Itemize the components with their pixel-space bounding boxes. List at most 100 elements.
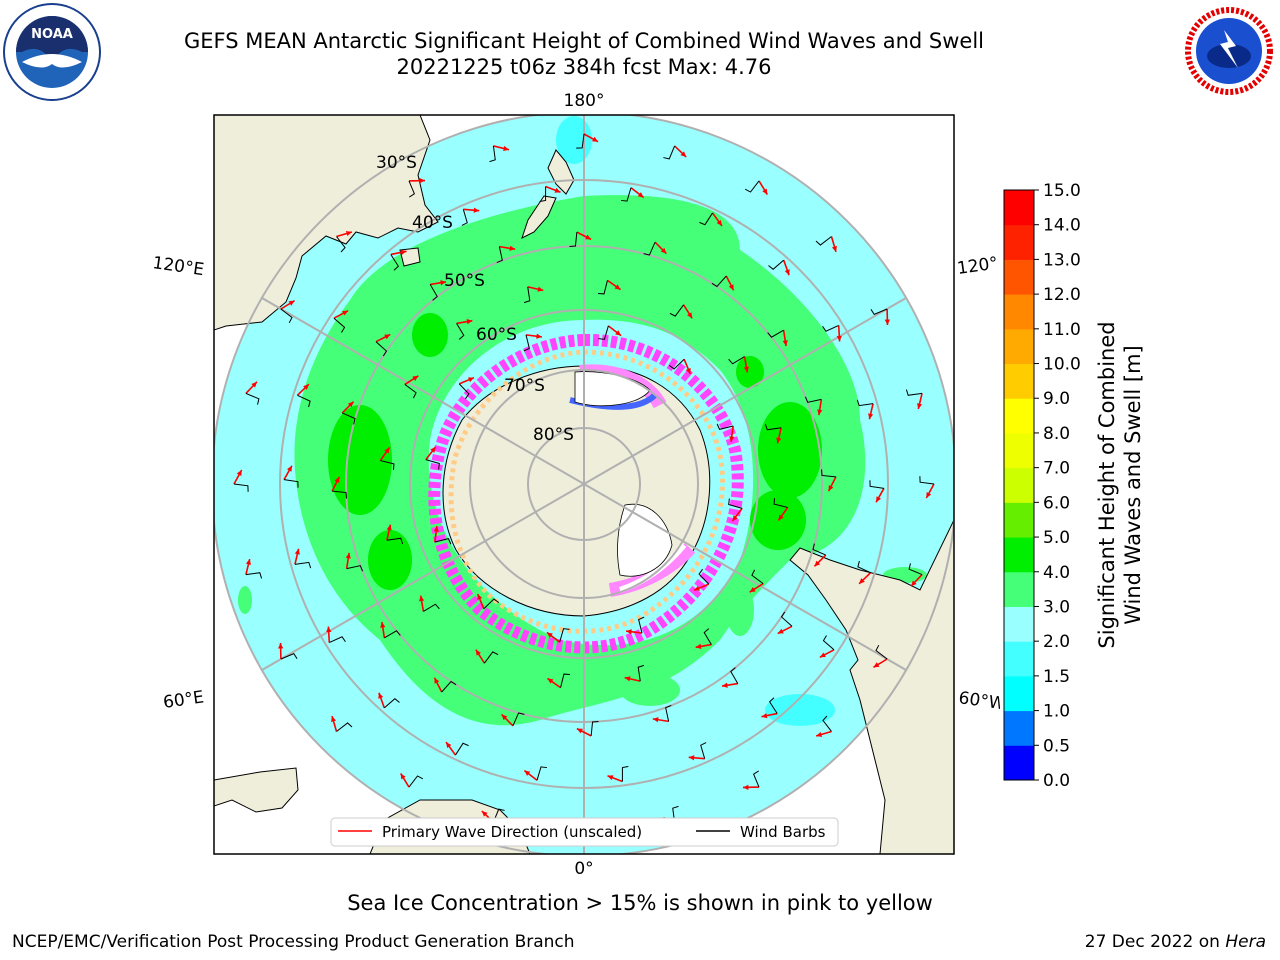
wave-arrow-head (828, 485, 834, 492)
wind-barb (768, 697, 778, 714)
lat-label-80s: 80°S (533, 425, 574, 445)
colorbar-tick-label: 8.0 (1043, 424, 1070, 444)
wind-barb (751, 569, 764, 584)
wave-arrow-head (749, 587, 756, 593)
wave-arrow-head (412, 375, 419, 381)
colorbar-segment (1004, 259, 1034, 295)
colorbar-tick-label: 1.0 (1043, 702, 1070, 722)
wave-arrow-head (626, 629, 632, 635)
wind-barb (711, 275, 727, 288)
wave-arrow-head (501, 714, 508, 721)
wave-arrow-head (859, 578, 865, 584)
wind-barb (336, 236, 346, 253)
wind-barb (773, 498, 788, 508)
wave-arrow-head (536, 333, 542, 339)
wave-arrow-head (777, 628, 784, 634)
footer-host: Hera (1225, 932, 1266, 952)
colorbar-segment (1004, 363, 1034, 399)
wave-arrow-head (434, 677, 440, 684)
title-line-2: 20221225 t06z 384h fcst Max: 4.76 (396, 55, 772, 79)
wave-height-band (238, 116, 927, 726)
wind-barb (383, 698, 400, 709)
lat-label-40s: 40°S (412, 213, 453, 233)
lat-label-30s: 30°S (376, 153, 417, 173)
wave-arrow-head (873, 662, 880, 668)
wave-arrow-head (782, 340, 788, 346)
new-zealand-land (521, 149, 575, 239)
wind-barb (822, 635, 835, 651)
south-america-land (789, 519, 954, 854)
wave-arrow-head (547, 678, 554, 684)
colorbar-tick-label: 15.0 (1043, 181, 1081, 201)
wave-arrow-head (236, 469, 242, 476)
wave-arrow-head (288, 300, 295, 306)
wind-barb (380, 460, 395, 470)
colorbar-segment (1004, 606, 1034, 642)
noaa-logo-text: NOAA (31, 27, 73, 42)
sea-ice-caption: Sea Ice Concentration > 15% is shown in … (347, 891, 933, 915)
colorbar-tick-label: 9.0 (1043, 389, 1070, 409)
wind-barb (280, 652, 298, 660)
wind-barb (245, 572, 263, 579)
wave-arrow-head (503, 145, 509, 151)
wave-arrow-head (524, 770, 531, 776)
lat-label-70s: 70°S (504, 376, 545, 396)
nws-logo (1180, 2, 1278, 100)
wave-arrow-head (816, 731, 823, 737)
lon-label-0: 0° (574, 859, 593, 879)
wave-arrow-head (345, 552, 351, 559)
wind-barb (919, 476, 935, 485)
wave-arrow-head (419, 178, 425, 184)
wind-barb (869, 480, 885, 489)
wave-arrow-head (546, 632, 553, 638)
wave-arrow-head (446, 742, 452, 749)
colorbar-label-line-2: Wind Waves and Swell [m] (1121, 345, 1145, 625)
colorbar-segment (1004, 745, 1034, 781)
footer-date: 27 Dec 2022 on (1084, 932, 1220, 952)
wave-legend-label: Primary Wave Direction (unscaled) (382, 823, 642, 841)
footer-right: 27 Dec 2022 on Hera (1085, 932, 1266, 952)
colorbar-tick-label: 13.0 (1043, 250, 1081, 270)
wind-barb (484, 651, 499, 664)
wave-arrow-head (380, 622, 386, 628)
wind-barb (384, 630, 401, 639)
wind-barb (336, 722, 353, 732)
wind-barb (375, 341, 388, 357)
wave-arrow-head (326, 626, 332, 633)
wave-arrow-head (475, 649, 481, 656)
wind-barb (598, 280, 608, 295)
wave-arrow-head (607, 775, 614, 781)
wave-arrow-head (680, 151, 687, 157)
wind-barb (539, 186, 547, 202)
wind-barb (905, 389, 923, 396)
lon-label-60e: 60°E (162, 687, 205, 712)
wave-arrow-head (624, 676, 631, 682)
wave-arrow-head (687, 312, 693, 319)
wave-arrow-head (384, 447, 390, 454)
wind-barb (569, 232, 578, 247)
wind-barb (496, 246, 503, 264)
wave-arrow-head (911, 580, 917, 587)
colorbar-segment (1004, 328, 1034, 365)
wind-barb (404, 384, 417, 399)
wave-arrow-head (419, 595, 425, 602)
wind-barb (523, 334, 530, 352)
title-line-1: GEFS MEAN Antarctic Significant Height o… (183, 29, 985, 53)
wind-barb (730, 667, 739, 684)
wave-arrow-head (695, 643, 702, 649)
wind-barb (703, 628, 712, 645)
colorbar-segment (1004, 432, 1034, 469)
wave-arrow-head (400, 773, 406, 780)
wind-barb (434, 538, 452, 545)
wave-arrow-head (876, 496, 882, 503)
wave-arrow-head (784, 269, 790, 276)
wave-arrow-head (433, 526, 439, 532)
australia-land (214, 115, 439, 331)
wind-barb (643, 242, 656, 256)
wind-barb (576, 133, 585, 149)
footer-left: NCEP/EMC/Verification Post Processing Pr… (12, 932, 575, 952)
wind-barb (283, 479, 299, 488)
wave-arrow-head (743, 784, 749, 790)
wind-barb (767, 329, 784, 338)
wave-arrow-head (466, 319, 473, 325)
